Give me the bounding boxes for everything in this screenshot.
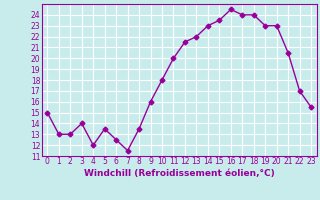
X-axis label: Windchill (Refroidissement éolien,°C): Windchill (Refroidissement éolien,°C) xyxy=(84,169,275,178)
